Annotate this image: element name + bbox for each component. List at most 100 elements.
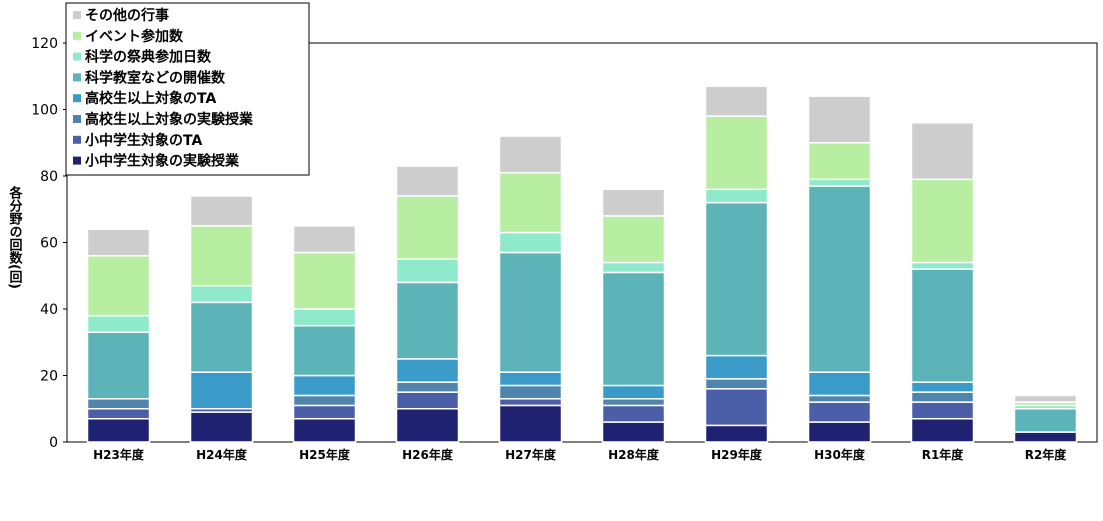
bar-segment [395, 165, 460, 197]
bars-layer [86, 85, 1078, 443]
bar-segment [1013, 408, 1078, 433]
bar-segment [910, 122, 975, 181]
bar-segment [292, 374, 357, 397]
bar-segment [601, 261, 666, 274]
bar-segment [498, 384, 563, 400]
bar-segment [910, 401, 975, 420]
bar-segment [395, 358, 460, 383]
bar-segment [498, 251, 563, 373]
x-category-label: H27年度 [505, 447, 557, 462]
legend-entry: 高校生以上対象のTA [85, 90, 216, 107]
bar-segment [189, 301, 254, 373]
bar-segment [292, 308, 357, 327]
legend-entry: 小中学生対象のTA [85, 132, 202, 149]
legend-entry: 科学教室などの開催数 [85, 69, 226, 86]
legend-swatch [73, 73, 81, 82]
bar-segment [807, 394, 872, 403]
legend-entry: イベント参加数 [85, 28, 184, 45]
bar-segment [910, 381, 975, 393]
bar-segment [189, 371, 254, 410]
bar-segment [601, 384, 666, 400]
x-category-label: H28年度 [608, 447, 660, 462]
bar-segment [86, 228, 151, 257]
x-category-label: H25年度 [299, 447, 351, 462]
bar-segment [395, 281, 460, 360]
x-category-label: H30年度 [814, 447, 866, 462]
legend-entry: 高校生以上対象の実験授業 [85, 111, 254, 128]
legend-swatch [73, 52, 81, 61]
bar-segment [395, 391, 460, 410]
bar-segment [704, 424, 769, 443]
y-axis-label: 各分野の回数(回) [7, 185, 24, 288]
legend: その他の行事イベント参加数科学の祭典参加日数科学教室などの開催数高校生以上対象の… [65, 2, 310, 176]
bar-segment [704, 201, 769, 357]
legend-swatch [73, 156, 81, 165]
legend-entry: その他の行事 [85, 7, 169, 24]
bar-segment [189, 411, 254, 443]
bar-segment [86, 331, 151, 400]
bar-segment [910, 268, 975, 383]
bar-segment [498, 404, 563, 443]
bar-segment [601, 398, 666, 407]
bar-segment [807, 142, 872, 181]
y-tick-label: 0 [49, 435, 58, 451]
bar-segment [86, 255, 151, 317]
bar-segment [601, 271, 666, 387]
bar-segment [704, 115, 769, 191]
bar-segment [292, 417, 357, 443]
bar-segment [1013, 394, 1078, 403]
bar-segment [910, 261, 975, 270]
x-category-label: R1年度 [922, 447, 965, 462]
bar-segment [292, 394, 357, 407]
bar-segment [292, 225, 357, 254]
bar-segment [704, 378, 769, 390]
bar-segment [807, 401, 872, 423]
bar-segment [910, 391, 975, 403]
legend-swatch [73, 94, 81, 103]
legend-entry: 科学の祭典参加日数 [85, 49, 212, 66]
bar-segment [189, 195, 254, 227]
bar-segment [601, 215, 666, 264]
legend-entry: 小中学生対象の実験授業 [85, 153, 240, 170]
y-tick-label: 80 [40, 169, 58, 185]
bar-segment [395, 408, 460, 443]
bar-segment [395, 195, 460, 260]
bar-segment [395, 258, 460, 284]
x-category-label: H29年度 [711, 447, 763, 462]
legend-swatch [73, 11, 81, 19]
bar-segment [704, 188, 769, 204]
y-tick-label: 20 [40, 369, 58, 385]
bar-segment [292, 324, 357, 377]
x-axis-categories: H23年度 H24年度 H25年度 H26年度 H27年度 H28年度 H29年度 H30年度… [93, 447, 1067, 462]
x-category-label: H24年度 [196, 447, 248, 462]
bar-segment [292, 404, 357, 420]
bar-segment [704, 388, 769, 427]
bar-segment [395, 381, 460, 393]
bar-segment [498, 398, 563, 407]
bar-segment [807, 178, 872, 187]
bar-segment [704, 85, 769, 117]
legend-swatch [73, 115, 81, 123]
legend-box [65, 2, 310, 176]
bar-segment [807, 421, 872, 443]
bar-segment [86, 314, 151, 334]
y-tick-label: 100 [31, 103, 58, 119]
legend-swatch [73, 31, 81, 40]
bar-segment [189, 225, 254, 287]
bar-segment [601, 404, 666, 423]
y-tick-label: 120 [31, 36, 58, 52]
bar-segment [807, 95, 872, 144]
bar-segment [498, 171, 563, 234]
bar-segment [910, 178, 975, 264]
x-category-label: R2年度 [1025, 447, 1068, 462]
bar-segment [189, 284, 254, 304]
bar-segment [807, 185, 872, 373]
bar-segment [601, 188, 666, 217]
x-category-label: H23年度 [93, 447, 145, 462]
bar-segment [86, 408, 151, 420]
y-tick-label: 60 [40, 236, 58, 252]
bar-segment [910, 417, 975, 443]
y-tick-label: 40 [40, 302, 58, 318]
x-category-label: H26年度 [402, 447, 454, 462]
